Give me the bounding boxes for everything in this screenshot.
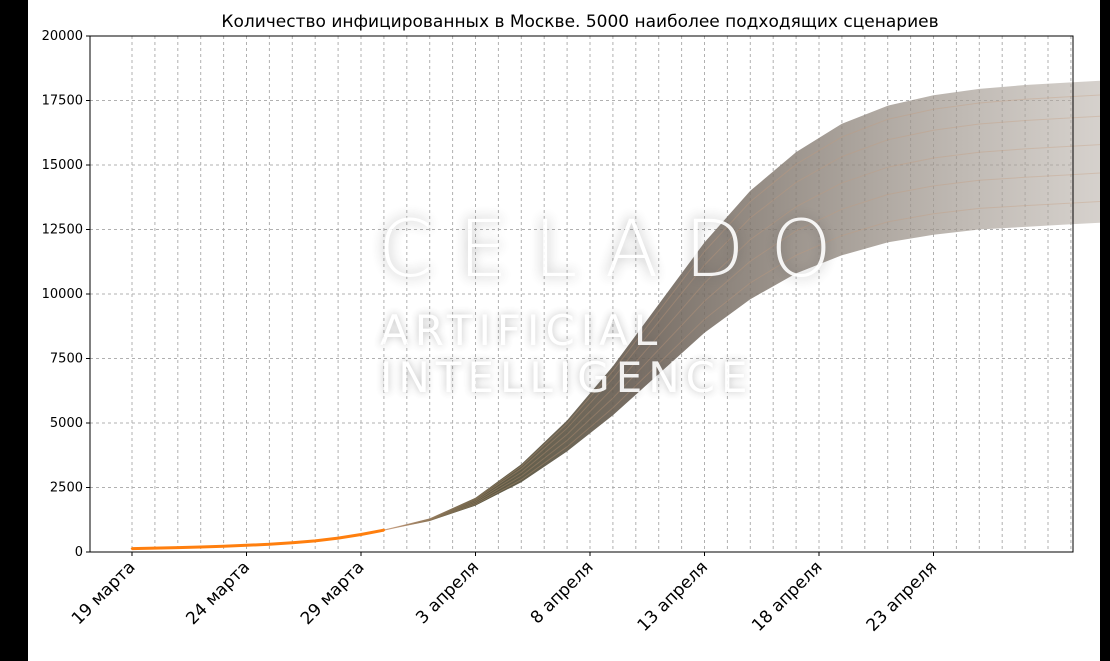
observed-layer bbox=[130, 528, 386, 551]
chart-figure: Количество инфицированных в Москве. 5000… bbox=[28, 0, 1100, 661]
observed-point bbox=[199, 545, 202, 549]
observed-point bbox=[382, 528, 386, 532]
observed-point bbox=[245, 544, 248, 547]
observed-point bbox=[153, 546, 157, 550]
y-tick-label: 7500 bbox=[50, 352, 83, 367]
watermark: CELADO ARTIFICIAL INTELLIGENCE bbox=[378, 205, 858, 402]
x-tick-label: 13 апреля bbox=[634, 557, 712, 635]
x-tick-label: 19 марта bbox=[68, 557, 140, 629]
scenario-line bbox=[383, 172, 1100, 531]
y-tick-label: 0 bbox=[75, 545, 83, 560]
observed-point bbox=[268, 543, 271, 546]
watermark-brand: CELADO bbox=[378, 205, 858, 295]
observed-point bbox=[222, 544, 225, 548]
y-tick-label: 20000 bbox=[42, 29, 83, 44]
y-tick-label: 5000 bbox=[50, 416, 83, 431]
y-tick-label: 2500 bbox=[50, 481, 83, 496]
y-tick-label: 12500 bbox=[42, 223, 83, 238]
x-tick-label: 29 марта bbox=[297, 557, 369, 629]
chart-canvas: Количество инфицированных в Москве. 5000… bbox=[42, 12, 1100, 636]
x-tick-label: 3 апреля bbox=[412, 557, 483, 628]
y-tick-label: 15000 bbox=[42, 158, 83, 173]
y-tick-label: 17500 bbox=[42, 94, 83, 109]
scenario-line bbox=[383, 144, 1100, 531]
watermark-line3: INTELLIGENCE bbox=[380, 353, 754, 402]
scenario-line bbox=[383, 115, 1100, 531]
x-axis-ticks: 19 марта 24 марта 29 марта 3 апреля 8 апреля… bbox=[68, 552, 941, 636]
observed-point bbox=[176, 546, 179, 549]
observed-point bbox=[336, 536, 340, 540]
x-tick-label: 18 апреля bbox=[748, 557, 826, 635]
chart-title: Количество инфицированных в Москве. 5000… bbox=[221, 12, 938, 32]
scenario-band bbox=[383, 80, 1100, 531]
scenario-line bbox=[383, 94, 1100, 531]
observed-series-line bbox=[131, 528, 385, 551]
scenario-line bbox=[383, 200, 1100, 531]
x-tick-label: 23 апреля bbox=[863, 557, 941, 635]
x-tick-label: 8 апреля bbox=[527, 557, 598, 628]
scenario-band-layer bbox=[383, 80, 1100, 531]
x-tick-label: 24 марта bbox=[182, 557, 254, 629]
observed-point bbox=[314, 539, 317, 543]
y-axis-ticks: 0 2500 5000 7500 10000 12500 15000 17500 20000 bbox=[42, 29, 90, 560]
observed-point bbox=[291, 541, 294, 544]
observed-point bbox=[130, 547, 134, 550]
y-tick-label: 10000 bbox=[42, 287, 83, 302]
watermark-line2: ARTIFICIAL bbox=[380, 306, 663, 355]
observed-point bbox=[359, 533, 363, 536]
